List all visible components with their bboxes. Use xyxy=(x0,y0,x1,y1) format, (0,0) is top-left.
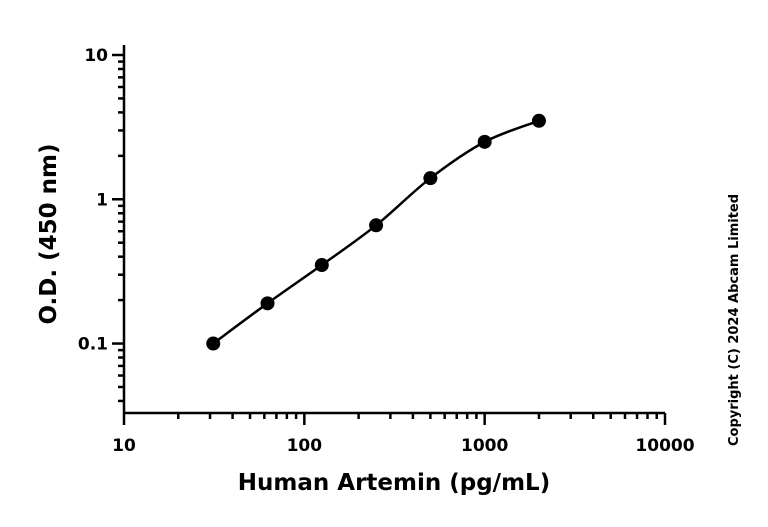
copyright: Copyright (C) 2024 Abcam Limited xyxy=(727,194,742,446)
y-tick-label: 10 xyxy=(84,46,108,66)
data-point xyxy=(206,336,221,351)
x-tick-label: 10000 xyxy=(635,436,694,456)
data-point xyxy=(477,134,492,149)
data-point xyxy=(531,113,546,128)
data-point xyxy=(369,218,384,233)
y-tick-label: 1 xyxy=(96,190,108,210)
x-tick-label: 1000 xyxy=(461,436,508,456)
y-tick-label: 0.1 xyxy=(78,335,108,355)
x-tick-label: 10 xyxy=(112,436,136,456)
y-axis-label: O.D. (450 nm) xyxy=(36,143,62,324)
x-axis-label: Human Artemin (pg/mL) xyxy=(238,470,550,496)
data-point xyxy=(423,171,438,186)
data-point xyxy=(260,296,275,311)
data-point xyxy=(314,258,329,273)
x-tick-label: 100 xyxy=(287,436,323,456)
